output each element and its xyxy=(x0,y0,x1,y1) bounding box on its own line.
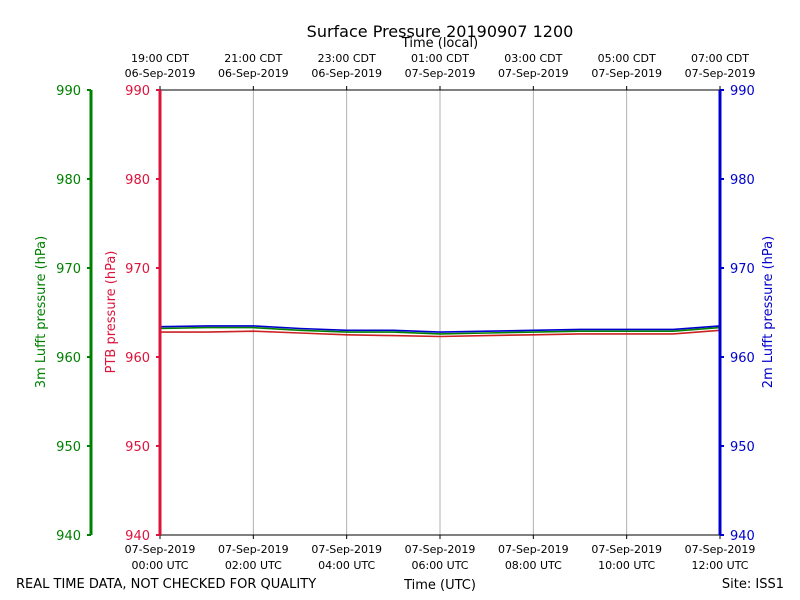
footer-site: Site: ISS1 xyxy=(722,577,784,592)
top-tick-label-time: 05:00 CDT xyxy=(598,52,656,65)
x-tick-label-time: 06:00 UTC xyxy=(411,559,468,572)
grid-lines xyxy=(252,90,628,535)
top-tick-label-date: 07-Sep-2019 xyxy=(498,67,569,80)
x-tick-label-time: 10:00 UTC xyxy=(598,559,655,572)
x-tick-label-time: 12:00 UTC xyxy=(691,559,748,572)
series-line xyxy=(159,326,721,335)
x-tick-label-date: 07-Sep-2019 xyxy=(125,543,196,556)
y-tick-label-left-outer: 990 xyxy=(56,84,81,99)
top-tick-label-date: 06-Sep-2019 xyxy=(218,67,289,80)
top-tick-label-time: 07:00 CDT xyxy=(691,52,749,65)
y-tick-label-left-inner: 970 xyxy=(125,262,150,277)
y-tick-label-right: 960 xyxy=(730,351,755,366)
top-tick-label-time: 01:00 CDT xyxy=(411,52,469,65)
x-tick-label-time: 04:00 UTC xyxy=(318,559,375,572)
top-tick-label-date: 06-Sep-2019 xyxy=(311,67,382,80)
axes: 07-Sep-2019 00:00 UTC 19:00 CDT 06-Sep-2019… xyxy=(56,52,755,572)
top-tick-label-time: 23:00 CDT xyxy=(318,52,376,65)
y-tick-label-left-inner: 940 xyxy=(125,529,150,544)
x-tick-label-date: 07-Sep-2019 xyxy=(498,543,569,556)
x-tick-label-date: 07-Sep-2019 xyxy=(311,543,382,556)
left-inner-axis-title: PTB pressure (hPa) xyxy=(104,251,119,374)
y-tick-label-left-outer: 970 xyxy=(56,262,81,277)
y-tick-label-left-outer: 980 xyxy=(56,173,81,188)
y-tick-label-left-outer: 940 xyxy=(56,529,81,544)
top-axis-label: Time (local) xyxy=(401,36,478,51)
top-tick-label-time: 21:00 CDT xyxy=(224,52,282,65)
x-axis-label: Time (UTC) xyxy=(403,578,476,593)
y-tick-label-right: 950 xyxy=(730,440,755,455)
top-tick-label-time: 03:00 CDT xyxy=(504,52,562,65)
footer-disclaimer: REAL TIME DATA, NOT CHECKED FOR QUALITY xyxy=(16,577,316,592)
top-tick-label-date: 07-Sep-2019 xyxy=(685,67,756,80)
top-tick-label-date: 07-Sep-2019 xyxy=(591,67,662,80)
y-tick-label-left-outer: 950 xyxy=(56,440,81,455)
x-tick-label-date: 07-Sep-2019 xyxy=(405,543,476,556)
y-tick-label-left-inner: 980 xyxy=(125,173,150,188)
y-tick-label-right: 980 xyxy=(730,173,755,188)
series-line xyxy=(160,329,721,338)
series-lines xyxy=(159,325,721,338)
x-tick-label-date: 07-Sep-2019 xyxy=(218,543,289,556)
y-tick-label-right: 970 xyxy=(730,262,755,277)
y-tick-label-left-inner: 960 xyxy=(125,351,150,366)
x-tick-label-time: 02:00 UTC xyxy=(225,559,282,572)
left-outer-axis-title: 3m Lufft pressure (hPa) xyxy=(34,236,49,388)
y-tick-label-left-outer: 960 xyxy=(56,351,81,366)
x-tick-label-time: 08:00 UTC xyxy=(505,559,562,572)
top-tick-label-time: 19:00 CDT xyxy=(131,52,189,65)
y-tick-label-right: 940 xyxy=(730,529,755,544)
top-tick-label-date: 07-Sep-2019 xyxy=(405,67,476,80)
x-tick-label-date: 07-Sep-2019 xyxy=(591,543,662,556)
chart-title: Surface Pressure 20190907 1200 xyxy=(307,22,574,41)
y-tick-label-left-inner: 990 xyxy=(125,84,150,99)
y-tick-label-right: 990 xyxy=(730,84,755,99)
x-tick-label-date: 07-Sep-2019 xyxy=(685,543,756,556)
right-axis-title: 2m Lufft pressure (hPa) xyxy=(761,236,776,388)
y-tick-label-left-inner: 950 xyxy=(125,440,150,455)
series-line xyxy=(159,325,721,333)
top-tick-label-date: 06-Sep-2019 xyxy=(125,67,196,80)
x-tick-label-time: 00:00 UTC xyxy=(131,559,188,572)
